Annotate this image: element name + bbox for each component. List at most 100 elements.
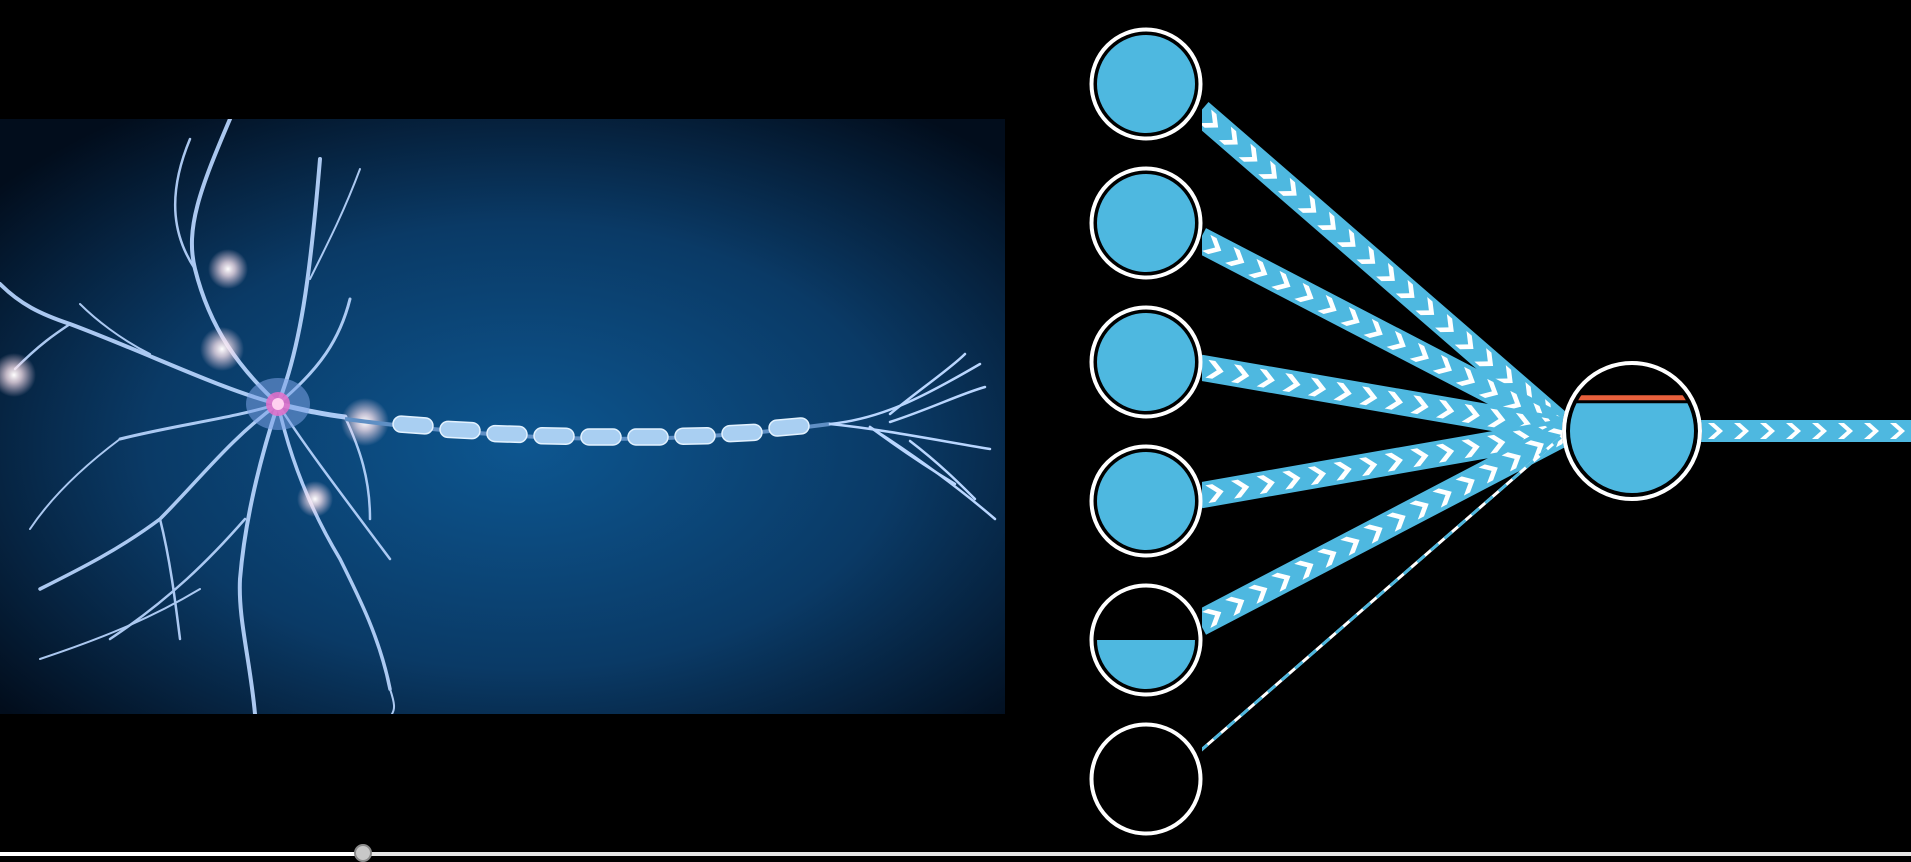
signal-chevron <box>1277 177 1297 196</box>
signal-chevron <box>1376 262 1395 282</box>
signal-chevron <box>1409 342 1429 363</box>
signal-chevron <box>1432 354 1452 375</box>
signal-chevron <box>1415 296 1435 316</box>
signal-chevron <box>1238 143 1258 162</box>
signal-chevron <box>1340 306 1360 327</box>
signal-chevron <box>1864 423 1879 439</box>
glow-spot <box>208 249 248 289</box>
connection-input-4 <box>1197 418 1571 509</box>
illustration-background <box>0 119 1005 714</box>
signal-chevron <box>1359 386 1378 406</box>
connections <box>1191 101 1911 753</box>
signal-chevron <box>1230 364 1250 384</box>
glow-spot <box>0 353 36 397</box>
input-node <box>1089 444 1203 558</box>
signal-chevron <box>1812 423 1827 439</box>
signal-chevron <box>1336 228 1356 247</box>
signal-chevron <box>1435 399 1455 419</box>
signal-chevron <box>1455 476 1475 496</box>
glow-spot <box>200 327 244 371</box>
network-diagram <box>1089 27 1911 836</box>
input-node <box>1089 305 1203 419</box>
signal-chevron <box>1487 408 1506 428</box>
signal-chevron <box>1395 279 1415 299</box>
video-scrub-handle[interactable] <box>354 844 373 862</box>
signal-chevron <box>1256 368 1275 388</box>
signal-chevron <box>1454 331 1474 350</box>
signal-chevron <box>1282 470 1301 490</box>
signal-chevron <box>1384 452 1403 472</box>
signal-chevron <box>1478 464 1498 484</box>
signal-chevron <box>1317 211 1336 230</box>
biological-neuron-illustration <box>0 119 1005 714</box>
signal-chevron <box>1487 434 1506 454</box>
signal-chevron <box>1461 439 1480 459</box>
signal-chevron <box>1271 572 1291 592</box>
signal-chevron <box>1760 423 1775 439</box>
signal-chevron <box>1501 390 1522 411</box>
signal-chevron <box>1359 457 1378 477</box>
connection-input-6 <box>1199 429 1569 753</box>
signal-chevron <box>1461 404 1480 423</box>
signal-chevron <box>1435 313 1454 333</box>
signal-chevron <box>1708 423 1723 439</box>
signal-chevron <box>1386 512 1406 532</box>
signal-chevron <box>1248 258 1268 279</box>
signal-chevron <box>1333 381 1352 401</box>
signal-chevron <box>1890 423 1905 439</box>
video-progress-fill <box>0 852 364 856</box>
signal-chevron <box>1356 245 1376 265</box>
signal-chevron <box>1294 560 1314 580</box>
input-node <box>1089 722 1203 836</box>
signal-chevron <box>1478 378 1499 399</box>
signal-chevron <box>1474 348 1494 367</box>
signal-chevron <box>1230 479 1250 499</box>
connection-input-5 <box>1193 419 1575 635</box>
signal-chevron <box>1271 270 1291 291</box>
input-layer <box>1089 27 1203 836</box>
output-connection <box>1700 420 1911 442</box>
signal-chevron <box>1225 246 1245 267</box>
axon-terminals <box>828 352 997 521</box>
signal-chevron <box>1205 359 1224 379</box>
signal-chevron <box>1256 475 1275 495</box>
output-neuron <box>1562 361 1702 501</box>
signal-chevron <box>1340 536 1360 556</box>
signal-chevron <box>1410 448 1429 468</box>
signal-chevron <box>1786 423 1801 439</box>
signal-chevron <box>1455 366 1476 387</box>
signal-chevron <box>1307 466 1327 486</box>
signal-chevron <box>1258 160 1278 179</box>
signal-chevron <box>1512 430 1531 450</box>
signal-chevron <box>1734 423 1749 439</box>
signal-chevron <box>1386 330 1406 351</box>
signal-chevron <box>1248 584 1268 604</box>
dendrites <box>0 119 396 714</box>
video-progress-bar[interactable] <box>0 852 1911 856</box>
signal-chevron <box>1294 282 1314 303</box>
signal-chevron <box>1317 294 1337 315</box>
input-node <box>1089 166 1203 280</box>
signal-chevron <box>1202 234 1222 255</box>
signal-chevron <box>1838 423 1853 439</box>
signal-chevron <box>1282 373 1301 393</box>
signal-chevron <box>1307 377 1327 397</box>
signal-chevron <box>1199 109 1219 128</box>
signal-chevron <box>1297 194 1317 213</box>
signal-chevron <box>1363 524 1383 544</box>
signal-chevron <box>1363 318 1383 339</box>
signal-chevron <box>1435 443 1455 463</box>
signal-chevron <box>1409 500 1429 520</box>
input-node <box>1089 583 1203 697</box>
signal-chevron <box>1317 548 1337 568</box>
cell-body <box>246 378 310 430</box>
signal-chevron <box>1493 365 1513 384</box>
signal-chevron <box>1501 452 1521 472</box>
output-activation-fill <box>1565 402 1699 495</box>
signal-chevron <box>1432 488 1452 508</box>
input-node <box>1089 27 1203 141</box>
signal-chevron <box>1410 395 1429 415</box>
myelinated-axon <box>344 415 831 446</box>
glow-spot <box>297 481 333 517</box>
